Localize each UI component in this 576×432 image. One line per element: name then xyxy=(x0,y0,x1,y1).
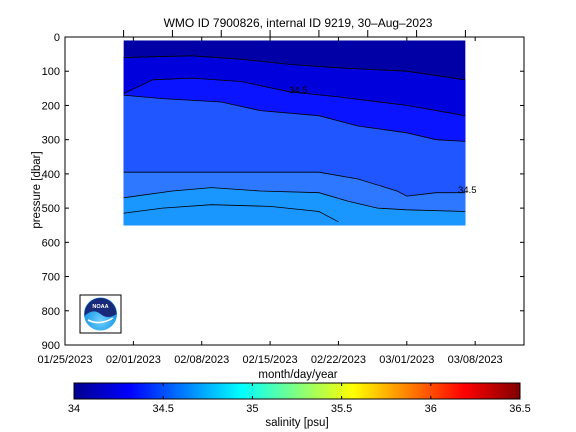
contour-label-upper: 34.5 xyxy=(289,85,308,96)
contour-line xyxy=(123,187,466,212)
y-tick-label: 800 xyxy=(42,306,60,318)
salinity-band xyxy=(123,204,466,226)
contour-line xyxy=(123,171,466,197)
contour-line xyxy=(123,55,466,81)
colorbar-tick-label: 36 xyxy=(425,403,437,415)
x-tick-label: 02/01/2023 xyxy=(106,354,161,366)
x-tick-label: 02/22/2023 xyxy=(311,354,366,366)
y-tick-label: 300 xyxy=(42,135,60,147)
colorbar-tick-label: 34 xyxy=(68,403,80,415)
contour-line xyxy=(123,204,339,223)
x-tick-label: 02/08/2023 xyxy=(174,354,229,366)
contour-line xyxy=(123,77,466,117)
x-tick-label: 03/08/2023 xyxy=(448,354,503,366)
colorbar-tick-label: 35 xyxy=(246,403,258,415)
y-tick-label: 100 xyxy=(42,66,60,78)
x-tick-label: 02/15/2023 xyxy=(243,354,298,366)
y-tick-label: 700 xyxy=(42,272,60,284)
colorbar-gradient xyxy=(73,382,521,400)
plot-frame xyxy=(64,36,525,346)
y-tick-label: 400 xyxy=(42,169,60,181)
contour-line xyxy=(123,94,466,142)
profile-markers xyxy=(123,30,466,37)
y-tick-label: 500 xyxy=(42,203,60,215)
noaa-logo-icon: NOAA xyxy=(79,294,122,334)
contour-label-lower: 34.5 xyxy=(458,185,477,196)
y-axis-label: pressure [dbar] xyxy=(31,151,43,228)
chart-title: WMO ID 7900826, internal ID 9219, 30–Aug… xyxy=(164,16,433,30)
y-tick-label: 600 xyxy=(42,237,60,249)
contour-lines xyxy=(123,55,466,223)
salinity-fill xyxy=(123,40,466,226)
colorbar-tick-label: 35.5 xyxy=(331,403,352,415)
logo-text: NOAA xyxy=(92,304,108,310)
x-axis-label: month/day/year xyxy=(258,369,337,381)
x-tick-label: 03/01/2023 xyxy=(379,354,434,366)
y-axis: 0 100 200 300 400 500 600 700 800 900 xyxy=(42,32,524,352)
y-tick-label: 900 xyxy=(42,340,60,352)
colorbar-tick-label: 34.5 xyxy=(152,403,173,415)
colorbar: 34 34.5 35 35.5 36 36.5 xyxy=(68,382,531,415)
colorbar-tick-label: 36.5 xyxy=(509,403,530,415)
x-tick-label: 01/25/2023 xyxy=(37,354,92,366)
x-axis: 01/25/2023 02/01/2023 02/08/2023 02/15/2023… xyxy=(37,37,503,366)
colorbar-label: salinity [psu] xyxy=(265,417,328,429)
y-tick-label: 0 xyxy=(54,32,60,44)
y-tick-label: 200 xyxy=(42,100,60,112)
